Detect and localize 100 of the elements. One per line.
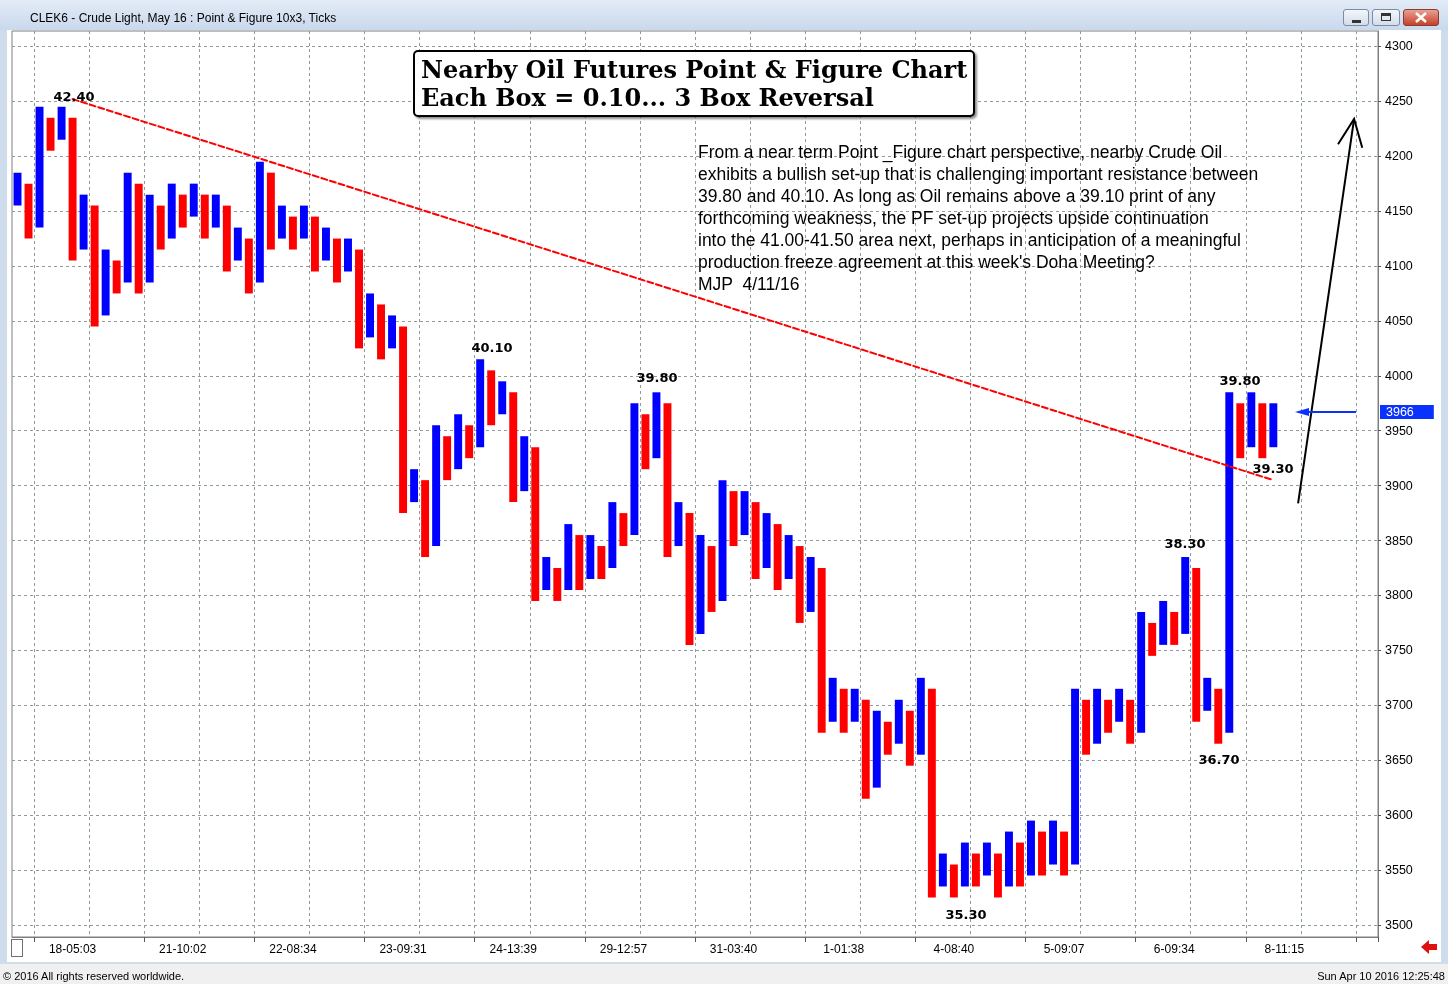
bar: [784, 535, 793, 579]
bar: [1148, 622, 1157, 656]
bar: [1027, 820, 1035, 876]
bar: [883, 721, 892, 755]
bar: [806, 557, 815, 612]
bar: [872, 710, 881, 788]
bar: [321, 227, 330, 261]
bar: [46, 117, 55, 151]
x-tick-label: 4-08:40: [933, 942, 975, 956]
x-tick-label: 6-09:34: [1153, 942, 1195, 956]
y-tick-label: 3600: [1385, 808, 1413, 823]
bar: [189, 183, 198, 217]
text: Each Box = 0.10... 3 Box Reversal: [421, 82, 874, 112]
bar: [1269, 403, 1278, 448]
bar: [586, 535, 595, 579]
bar: [443, 436, 452, 481]
bar: [905, 710, 914, 766]
bar: [982, 842, 991, 876]
y-tick-label: 4300: [1385, 39, 1413, 54]
bar: [1071, 688, 1080, 865]
bar: [773, 524, 782, 590]
bar: [641, 414, 650, 470]
y-tick-label: 4150: [1385, 204, 1413, 219]
text: Sun Apr 10 2016 12:25:48: [1317, 969, 1445, 982]
bar: [1016, 842, 1024, 887]
bar: [410, 469, 419, 503]
bar: [520, 436, 529, 492]
bar: [553, 568, 562, 601]
annotation: 36.70: [1198, 751, 1240, 767]
bar: [465, 425, 474, 459]
bar: [123, 172, 132, 283]
x-tick-label: 8-11:15: [1264, 942, 1305, 956]
bar: [1236, 403, 1245, 459]
bar: [718, 480, 727, 601]
bar: [266, 172, 275, 250]
bar: [817, 568, 826, 733]
bar: [1170, 611, 1179, 645]
y-tick-label: 3950: [1385, 423, 1413, 438]
bar: [729, 491, 738, 547]
y-tick-label: 3750: [1385, 643, 1413, 658]
bar: [1203, 677, 1212, 711]
bar: [1181, 557, 1190, 634]
bar: [145, 194, 154, 283]
bar: [619, 513, 628, 547]
bar: [134, 183, 143, 294]
bar: [1115, 688, 1124, 722]
bar: [476, 359, 485, 448]
bar: [388, 315, 397, 349]
y-tick-label: 3500: [1385, 917, 1413, 932]
y-tick-label: 4200: [1385, 149, 1413, 164]
bar: [1004, 831, 1013, 887]
bar: [1159, 600, 1168, 645]
bar: [938, 853, 947, 887]
text: © 2016 All rights reserved worldwide.: [3, 969, 185, 982]
annotation: From a near term Point _Figure chart perspective, nearby Crude Oil exhibits a bullish set-up that is challenging important resistance between 39.80 and 40.10. As long as Oil remains above a 39.10 print of any forthcoming weakness, the PF set-up projects upside continuation into the 41.00-41.50 area next, perhaps in anticipation of a meaningful production freeze agreement at this week's Doha Meeting? MJP 4/11/16: [698, 142, 1259, 294]
x-tick-label: 23-09:31: [379, 942, 428, 956]
bar: [498, 381, 507, 415]
bar: [310, 216, 319, 272]
annotation: 35.30: [945, 906, 987, 922]
bar: [421, 480, 430, 558]
bar: [399, 326, 408, 514]
bar: [454, 414, 463, 470]
bar: [178, 194, 187, 228]
bar: [344, 238, 352, 272]
bar: [751, 502, 760, 579]
bar: [277, 205, 286, 239]
bar: [487, 370, 496, 426]
text: 3966: [1386, 405, 1414, 419]
x-tick-label: 24-13:39: [489, 942, 538, 956]
bar: [167, 183, 176, 239]
x-tick-label: 18-05:03: [48, 942, 97, 956]
text: CLEK6 - Crude Light, May 16 : Point & Figure 10x3, Ticks: [30, 11, 337, 25]
y-tick-label: 3700: [1385, 698, 1413, 713]
y-tick-label: 4100: [1385, 259, 1413, 274]
bar: [1214, 688, 1223, 744]
bar: [1060, 831, 1069, 876]
y-tick-label: 4000: [1385, 368, 1413, 383]
bar: [1126, 699, 1135, 744]
bar: [762, 513, 771, 569]
annotation: 38.30: [1164, 535, 1206, 551]
y-tick-label: 3850: [1385, 533, 1413, 548]
bar: [960, 842, 969, 887]
y-tick-label: 3550: [1385, 863, 1413, 878]
bar: [1258, 403, 1267, 459]
bar: [68, 117, 77, 261]
text: Nearby Oil Futures Point & Figure Chart: [421, 54, 968, 84]
bar: [828, 677, 837, 722]
bar: [112, 260, 121, 294]
y-tick-label: 4250: [1385, 94, 1413, 109]
bar: [1247, 392, 1256, 448]
bar: [740, 491, 749, 536]
bar: [222, 205, 231, 272]
annotation: 40.10: [471, 339, 513, 355]
x-tick-label: 1-01:38: [823, 942, 865, 956]
bar: [509, 392, 518, 503]
bar: [355, 249, 363, 349]
bar: [211, 194, 220, 228]
annotation: 39.80: [636, 369, 678, 385]
bar: [35, 106, 44, 228]
bar: [377, 304, 386, 360]
